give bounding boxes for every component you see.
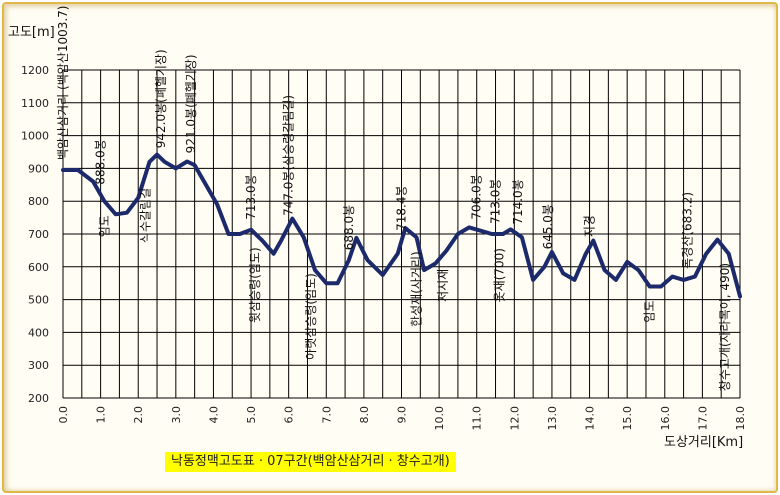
x-tick-label: 2.0	[132, 406, 145, 424]
x-tick-label: 1.0	[95, 406, 108, 424]
x-tick-label: 10.0	[433, 406, 446, 431]
y-axis-ticks: 200 300 400 500 600 700 800 900 1000 1100 1200	[21, 64, 49, 405]
y-tick-label: 300	[28, 359, 49, 372]
peak-label: 645.0봉	[541, 204, 555, 249]
y-tick-label: 900	[28, 162, 49, 175]
x-tick-label: 14.0	[584, 406, 597, 431]
peak-label: 942.0봉(폐헬기장)	[154, 49, 168, 148]
x-tick-label: 4.0	[207, 406, 220, 424]
peak-label: 714.0봉	[511, 179, 525, 224]
peak-label: 지경	[583, 215, 597, 237]
x-tick-label: 12.0	[508, 406, 521, 431]
peak-label: 한성재(사거리)	[410, 251, 424, 327]
x-tick-label: 5.0	[245, 406, 258, 424]
y-tick-label: 1200	[21, 64, 49, 77]
peak-label: 713.0봉	[489, 179, 503, 224]
x-tick-label: 13.0	[546, 406, 559, 431]
x-tick-label: 16.0	[659, 406, 672, 431]
x-tick-label: 9.0	[396, 406, 409, 424]
peak-label: 임도	[643, 300, 657, 322]
peak-label: 706.0봉	[470, 174, 484, 219]
peak-label: 식수갈림길	[139, 188, 153, 243]
x-tick-label: 6.0	[283, 406, 296, 424]
x-tick-label: 15.0	[621, 406, 634, 431]
x-tick-label: 8.0	[358, 406, 371, 424]
peak-label: 688.0봉	[342, 205, 356, 250]
y-tick-label: 1000	[21, 130, 49, 143]
chart-title: 낙동정맥고도표 · 07구간(백암산삼거리 · 창수고개)	[165, 452, 456, 472]
elevation-line	[61, 152, 742, 299]
peak-label: 747.0봉(삼승령갈림길)	[282, 95, 296, 216]
peak-label: 창수고개(자라목이, 490)	[718, 263, 732, 391]
x-tick-label: 3.0	[170, 406, 183, 424]
peak-label: 921.0봉(폐헬기장)	[184, 54, 198, 153]
x-tick-label: 11.0	[471, 406, 484, 431]
y-tick-label: 400	[28, 326, 49, 339]
peak-label: 718.4봉	[395, 185, 409, 230]
y-tick-label: 200	[28, 392, 49, 405]
peak-label: 윗삼승령(임도)	[247, 247, 262, 323]
x-axis-label: 도상거리[Km]	[664, 435, 743, 450]
x-tick-label: 17.0	[696, 406, 709, 431]
x-tick-label: 18.0	[734, 406, 747, 431]
y-tick-label: 800	[28, 195, 49, 208]
y-tick-label: 1100	[21, 97, 49, 110]
peak-label: 임도	[97, 215, 111, 237]
y-tick-label: 500	[28, 294, 49, 307]
y-tick-label: 600	[28, 261, 49, 274]
peak-label: 888.0봉	[94, 139, 108, 184]
peak-label: 713.0봉	[244, 174, 258, 219]
peak-label: 아랫삼승령(임도)	[304, 273, 318, 360]
peak-label: 옷재(700)	[492, 248, 506, 302]
x-axis-ticks: 0.0 1.0 2.0 3.0 4.0 5.0 6.0 7.0 8.0 9.0 10.0 11.0 12…	[57, 406, 747, 431]
peak-label: 저시재	[436, 269, 450, 302]
y-axis-label: 고도[m]	[8, 25, 55, 40]
peak-label: 독경산(683.2)	[680, 192, 694, 269]
y-tick-label: 700	[28, 228, 49, 241]
x-tick-label: 0.0	[57, 406, 70, 424]
x-tick-label: 7.0	[320, 406, 333, 424]
peak-label: 백암산삼거리 (백암산1003.7)	[56, 6, 70, 161]
